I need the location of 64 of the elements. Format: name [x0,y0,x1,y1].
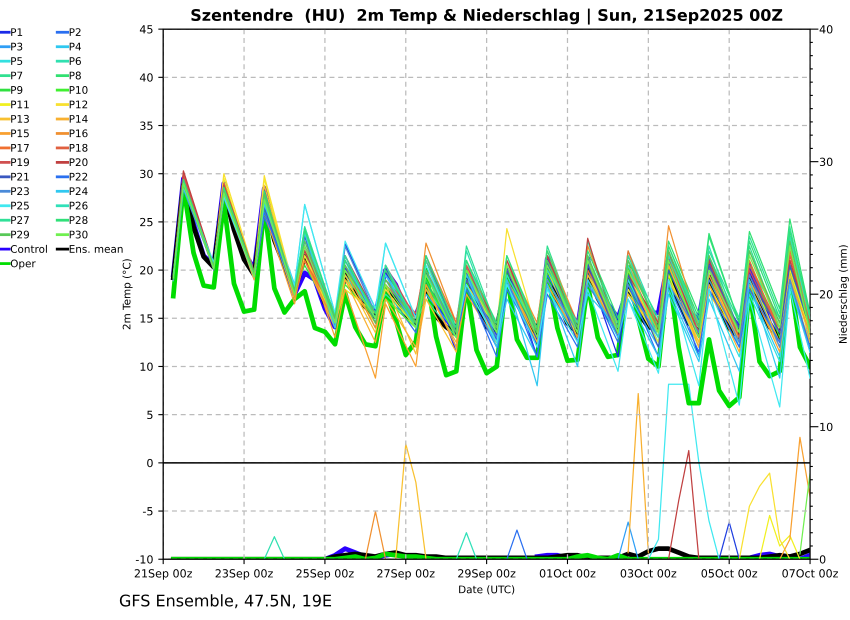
y2-axis-title: Niederschlag (mm) [838,245,849,344]
legend-label: P3 [11,42,22,51]
x-tick-label: 25Sep 00z [296,569,354,580]
legend-label: P6 [70,57,81,65]
x-tick-label: 21Sep 00z [134,569,192,580]
y2-tick-label: 40 [820,25,832,34]
x-tick-label: 27Sep 00z [377,569,435,580]
legend-label: P28 [70,216,88,224]
legend-label: P5 [11,57,22,65]
x-tick-label: 29Sep 00z [458,569,516,580]
legend-label: P29 [11,230,30,238]
legend-label: P12 [70,100,88,108]
legend-label: P22 [70,172,88,180]
x-axis-title: Date (UTC) [459,585,514,595]
legend-label: P24 [70,187,88,195]
x-tick-label: 03Oct 00z [620,569,676,578]
legend-label: P14 [70,115,88,123]
legend-label: P4 [70,42,82,50]
y2-tick-label: 20 [820,290,832,299]
legend-label: P13 [11,114,29,123]
y-tick-label: 20 [140,266,153,274]
legend-label: P16 [70,129,88,138]
legend-label: P9 [11,86,22,94]
text: GFS Ensemble, 47.5N, 19E [120,594,332,608]
legend-label: P26 [70,202,88,210]
x-tick-label: 07Oct 00z [782,569,838,578]
legend-label: P17 [11,144,29,152]
y-tick-label: 35 [140,121,153,130]
legend-label: P20 [70,158,88,166]
y-tick-label: 45 [140,25,153,34]
legend-label: P2 [70,28,81,36]
legend-label: P23 [11,187,29,196]
y2-tick-label: 10 [820,422,832,432]
legend-label: P1 [11,28,22,36]
legend-label: P7 [11,72,22,80]
x-tick-label: 01Oct 00z [540,569,596,578]
y-tick-label: 15 [140,314,153,323]
legend-label: P11 [11,100,29,108]
y-tick-label: 5 [147,410,153,420]
x-tick-label: 05Oct 00z [702,569,758,578]
legend-label: P21 [11,172,29,180]
y-tick-label: -5 [142,507,153,516]
legend-label: P27 [11,216,29,224]
y-tick-label: -10 [136,555,153,564]
x-tick-label: 23Sep 00z [216,569,273,580]
legend-label: P30 [70,230,88,238]
y-tick-label: 40 [140,73,153,82]
y-tick-label: 25 [140,218,153,226]
legend-label: P25 [11,202,29,210]
y-tick-label: 30 [140,170,153,178]
y-axis-title: 2m Temp (°C) [122,259,133,330]
legend-label: P8 [70,72,81,80]
legend-label: P10 [70,86,88,94]
y2-tick-label: 0 [820,555,826,564]
legend-label: P15 [11,130,29,138]
legend-label: P18 [70,144,88,152]
legend-label: P19 [11,158,30,166]
y2-tick-label: 30 [820,158,832,166]
legend-label: Control [10,244,47,253]
chart-title: Szentendre (HU) 2m Temp & Niederschlag | Sun, 21Sep2025 00Z [191,8,782,25]
y-tick-label: 0 [147,458,153,468]
legend-label: Ens. mean [70,245,123,253]
y-tick-label: 10 [140,362,153,371]
legend-label: Oper [10,259,36,270]
